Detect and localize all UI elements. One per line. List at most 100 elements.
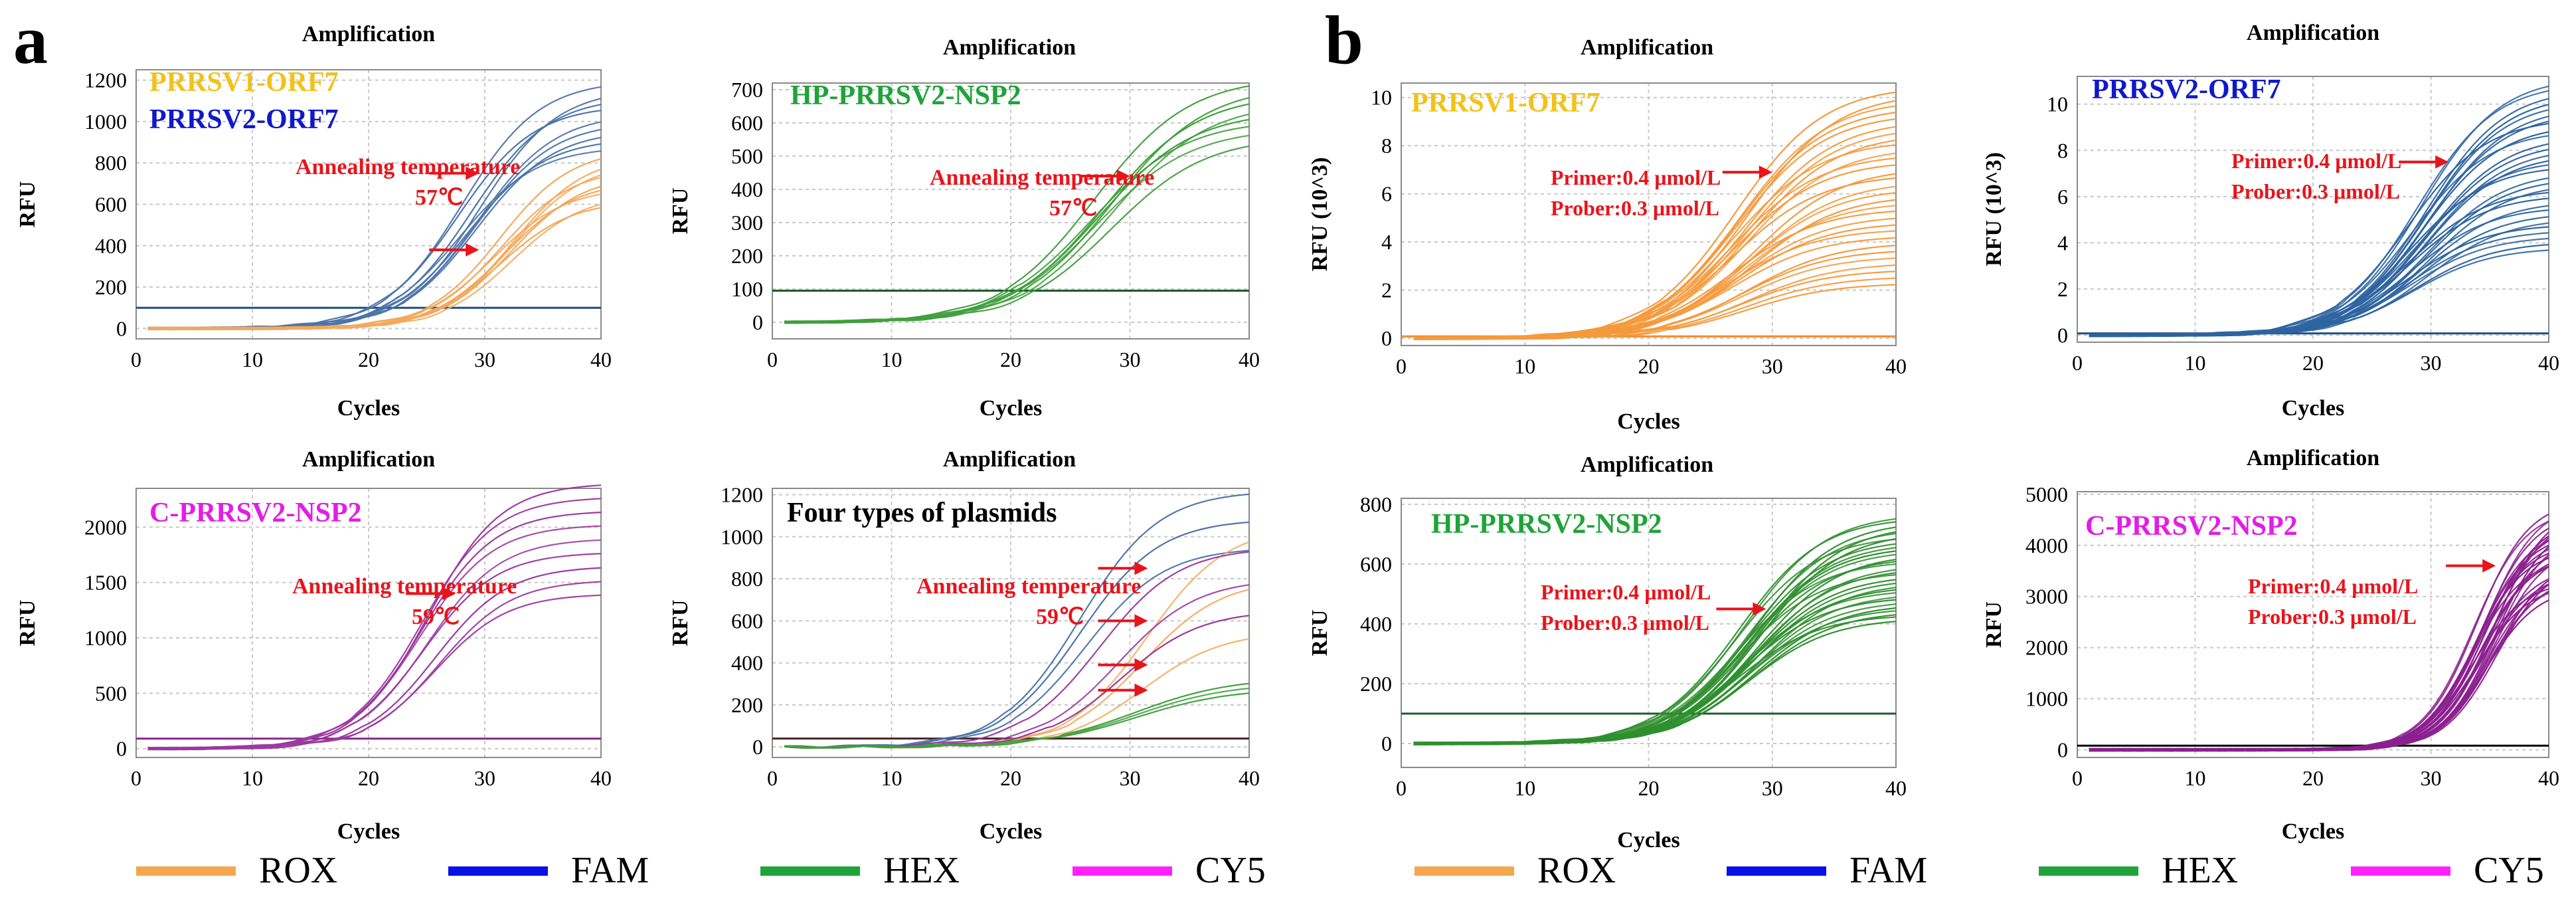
amplification-curve <box>2089 143 2549 338</box>
amplification-curve <box>1413 518 1897 746</box>
y-tick-label: 300 <box>731 211 763 235</box>
y-tick-label: 2000 <box>2025 636 2068 660</box>
y-tick-label: 2000 <box>84 515 127 539</box>
legend-swatch-fam <box>448 866 548 876</box>
y-tick-label: 8 <box>2057 138 2068 162</box>
legend-label-hex: HEX <box>2162 850 2238 891</box>
panel-letter-b: b <box>1325 2 1363 78</box>
target-label: PRRSV2-ORF7 <box>149 104 339 135</box>
x-tick-label: 20 <box>1638 354 1660 378</box>
y-tick-label: 10 <box>1371 86 1392 110</box>
y-tick-label: 0 <box>2057 324 2068 348</box>
y-tick-label: 0 <box>2057 738 2068 761</box>
y-tick-label: 700 <box>731 78 763 102</box>
target-label: PRRSV1-ORF7 <box>149 67 339 98</box>
red-arrow-head <box>466 243 479 257</box>
chart-title: Amplification <box>302 447 435 472</box>
y-axis-label: RFU <box>15 181 40 228</box>
y-tick-label: 2 <box>2057 277 2068 301</box>
y-tick-label: 0 <box>1381 326 1392 350</box>
amplification-curve <box>784 615 1250 749</box>
chart-8: Amplification 0 10 20 30 40 0 1000 2000 3000 4000 5… <box>1982 446 2559 844</box>
y-tick-label: 2 <box>1381 278 1392 302</box>
legend-swatch-rox <box>136 866 236 876</box>
annotation-text: 57℃ <box>1049 196 1097 221</box>
x-axis-label: Cycles <box>337 396 400 421</box>
x-axis-label: Cycles <box>980 819 1042 844</box>
x-tick-label: 10 <box>2185 766 2206 790</box>
target-label: PRRSV1-ORF7 <box>1411 88 1600 118</box>
legend-panel-b: ROX FAM HEX CY5 <box>1415 850 2544 891</box>
amplification-curve <box>784 97 1250 324</box>
amplification-curve <box>1413 164 1897 340</box>
y-tick-label: 3000 <box>2025 585 2068 609</box>
legend-swatch-cy5 <box>2351 866 2450 876</box>
x-tick-label: 0 <box>767 348 778 371</box>
amplification-curve <box>147 484 602 751</box>
x-tick-label: 10 <box>881 348 902 371</box>
red-arrow-head <box>2435 155 2449 169</box>
annotation-text: Prober:0.3 μmol/L <box>1541 611 1709 635</box>
amplification-curve <box>1413 91 1897 340</box>
amplification-curve <box>1413 547 1897 746</box>
y-tick-label: 10 <box>2047 92 2068 116</box>
x-tick-label: 20 <box>358 766 379 790</box>
red-arrow-head <box>466 166 479 180</box>
x-tick-label: 10 <box>881 766 902 790</box>
red-arrow-head <box>1116 169 1130 183</box>
red-arrow-head <box>1134 683 1148 697</box>
y-tick-label: 0 <box>116 737 127 761</box>
y-tick-label: 600 <box>731 111 763 135</box>
annotation-text: Annealing temperature <box>916 574 1141 599</box>
red-arrow-head <box>1134 658 1148 672</box>
annotation-text: Annealing temperature <box>292 574 517 599</box>
plot-frame <box>1401 498 1897 768</box>
y-axis-label: RFU (10^3) <box>1982 152 2006 266</box>
y-tick-label: 1000 <box>2025 687 2068 711</box>
amplification-curve <box>1413 257 1897 340</box>
legend-swatch-fam <box>1727 866 1826 876</box>
x-tick-label: 10 <box>242 766 263 790</box>
legend-label-fam: FAM <box>1849 850 1927 891</box>
y-tick-label: 600 <box>731 609 763 633</box>
annotation-text: 59℃ <box>412 605 460 629</box>
legend-swatch-hex <box>2039 866 2138 876</box>
legend-label-hex: HEX <box>883 850 960 891</box>
red-arrow-head <box>442 587 456 601</box>
annotation-text: Primer:0.4 μmol/L <box>2248 574 2418 598</box>
x-tick-label: 40 <box>590 766 612 790</box>
annotation-text: Prober:0.3 μmol/L <box>2248 605 2417 629</box>
legend-label-rox: ROX <box>1537 850 1616 891</box>
y-tick-label: 0 <box>752 310 763 334</box>
y-tick-label: 6 <box>2057 185 2068 209</box>
chart-title: Amplification <box>302 22 435 47</box>
y-tick-label: 5000 <box>2025 482 2068 506</box>
amplification-curve <box>784 521 1250 749</box>
amplification-curve <box>2089 104 2549 338</box>
y-tick-label: 200 <box>95 275 127 299</box>
y-axis-label: RFU <box>1982 601 2006 648</box>
x-tick-label: 0 <box>131 348 141 371</box>
x-tick-label: 10 <box>1514 354 1535 378</box>
x-tick-label: 0 <box>131 766 141 790</box>
target-label: PRRSV2-ORF7 <box>2092 74 2281 105</box>
y-tick-label: 0 <box>116 316 127 340</box>
amplification-curve <box>2089 183 2549 338</box>
x-axis-label: Cycles <box>980 396 1042 421</box>
y-tick-label: 800 <box>1360 492 1392 516</box>
y-tick-label: 400 <box>1360 612 1392 636</box>
x-tick-label: 0 <box>767 766 778 790</box>
x-tick-label: 40 <box>1885 776 1907 800</box>
y-tick-label: 600 <box>95 193 127 217</box>
amplification-curve <box>784 682 1250 749</box>
x-tick-label: 40 <box>1885 354 1907 378</box>
x-tick-label: 30 <box>1120 348 1141 371</box>
y-tick-label: 800 <box>731 567 763 591</box>
amplification-curve <box>1413 526 1897 746</box>
annotation-text: 59℃ <box>1036 605 1084 629</box>
y-tick-label: 1200 <box>84 68 127 92</box>
x-tick-label: 0 <box>1396 776 1407 800</box>
plot-frame <box>2077 76 2549 343</box>
